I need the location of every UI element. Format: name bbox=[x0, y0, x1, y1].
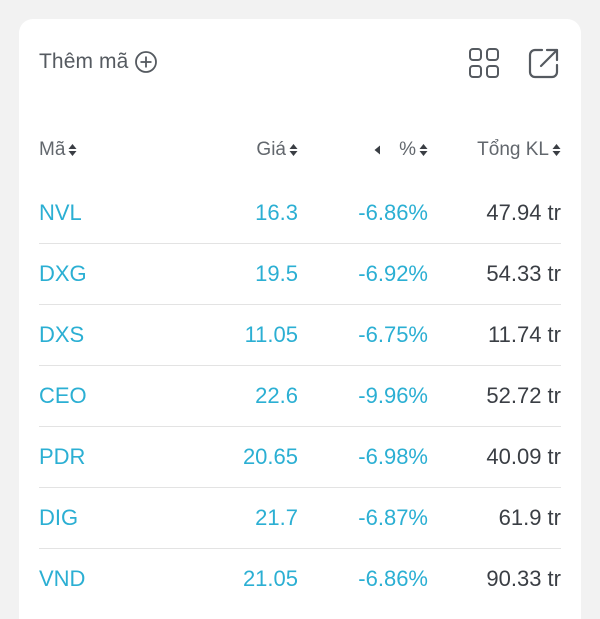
sort-icon bbox=[552, 143, 561, 157]
header-price[interactable]: Giá bbox=[256, 139, 298, 161]
header-code[interactable]: Mã bbox=[39, 139, 77, 161]
header-code-label: Mã bbox=[39, 139, 66, 160]
stock-price: 21.05 bbox=[242, 566, 298, 591]
stock-change-percent: -6.98% bbox=[358, 444, 428, 469]
stock-change-percent: -6.86% bbox=[358, 566, 428, 591]
add-code-label: Thêm mã bbox=[39, 50, 129, 73]
table-row[interactable]: DIG 21.7 -6.87% 61.9 tr bbox=[39, 488, 561, 549]
sort-icon bbox=[419, 143, 428, 157]
table-row[interactable]: DXG 19.5 -6.92% 54.33 tr bbox=[39, 244, 561, 305]
grid-view-icon[interactable] bbox=[467, 46, 501, 80]
expand-external-icon[interactable] bbox=[527, 46, 561, 80]
header-volume[interactable]: Tổng KL bbox=[477, 139, 561, 161]
table-row[interactable]: NVL 16.3 -6.86% 47.94 tr bbox=[39, 183, 561, 244]
header-price-label: Giá bbox=[256, 139, 286, 160]
stock-volume: 47.94 tr bbox=[486, 200, 561, 225]
caret-left-icon[interactable] bbox=[374, 139, 381, 161]
stock-list: NVL 16.3 -6.86% 47.94 tr DXG 19.5 -6.92%… bbox=[39, 183, 561, 609]
watchlist-card: Thêm mã bbox=[19, 19, 581, 619]
header-volume-label: Tổng KL bbox=[477, 139, 549, 160]
stock-price: 20.65 bbox=[242, 444, 298, 469]
header-percent-label: % bbox=[399, 139, 416, 160]
stock-volume: 40.09 tr bbox=[486, 444, 561, 469]
stock-change-percent: -6.87% bbox=[358, 505, 428, 530]
stock-code: VND bbox=[39, 566, 86, 591]
stock-code: NVL bbox=[39, 200, 82, 225]
sort-icon bbox=[289, 143, 298, 157]
stock-code: CEO bbox=[39, 383, 87, 408]
sort-icon bbox=[68, 143, 77, 157]
stock-volume: 54.33 tr bbox=[486, 261, 561, 286]
stock-price: 19.5 bbox=[255, 261, 298, 286]
stock-volume: 11.74 tr bbox=[488, 322, 561, 347]
stock-price: 11.05 bbox=[244, 322, 298, 347]
stock-code: DIG bbox=[39, 505, 79, 530]
stock-volume: 90.33 tr bbox=[486, 566, 561, 591]
stock-volume: 61.9 tr bbox=[498, 505, 561, 530]
header-percent[interactable]: % bbox=[374, 139, 428, 161]
stock-code: DXS bbox=[39, 322, 85, 347]
add-code-button[interactable]: Thêm mã bbox=[39, 50, 158, 74]
stock-code: DXG bbox=[39, 261, 87, 286]
stock-change-percent: -6.75% bbox=[358, 322, 428, 347]
plus-circle-icon bbox=[134, 50, 158, 74]
stock-code: PDR bbox=[39, 444, 86, 469]
stock-volume: 52.72 tr bbox=[486, 383, 561, 408]
table-header: Mã Giá % bbox=[39, 127, 561, 177]
watchlist-toolbar: Thêm mã bbox=[19, 19, 581, 107]
table-row[interactable]: VND 21.05 -6.86% 90.33 tr bbox=[39, 549, 561, 609]
stock-price: 21.7 bbox=[255, 505, 298, 530]
stock-price: 22.6 bbox=[255, 383, 298, 408]
stock-change-percent: -9.96% bbox=[358, 383, 428, 408]
table-row[interactable]: CEO 22.6 -9.96% 52.72 tr bbox=[39, 366, 561, 427]
stock-change-percent: -6.86% bbox=[358, 200, 428, 225]
table-row[interactable]: PDR 20.65 -6.98% 40.09 tr bbox=[39, 427, 561, 488]
table-row[interactable]: DXS 11.05 -6.75% 11.74 tr bbox=[39, 305, 561, 366]
stock-change-percent: -6.92% bbox=[358, 261, 428, 286]
stock-price: 16.3 bbox=[255, 200, 298, 225]
